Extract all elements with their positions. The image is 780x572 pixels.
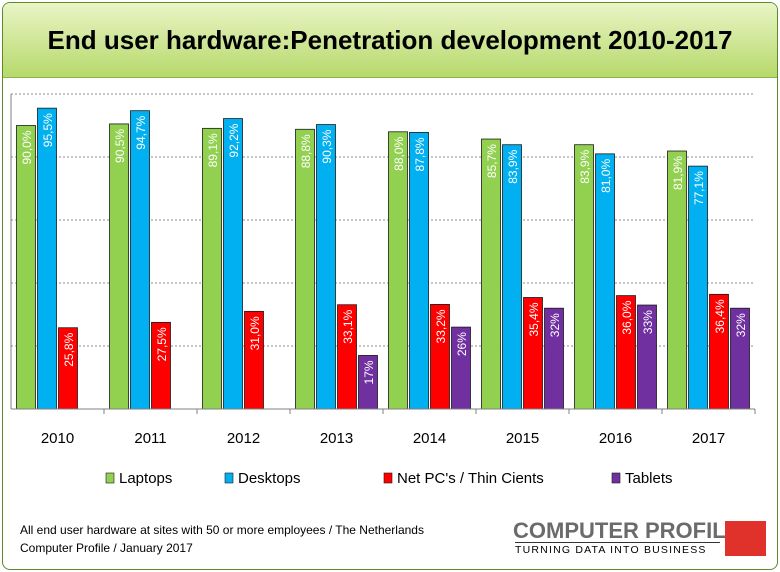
legend-swatch (383, 472, 393, 484)
bars (16, 107, 750, 410)
data-label: 25,8% (62, 332, 76, 366)
data-label: 81,9% (671, 156, 685, 190)
data-label: 32% (734, 313, 748, 337)
data-label: 27,5% (155, 327, 169, 361)
data-label: 33,1% (341, 309, 355, 343)
data-label: 33% (641, 310, 655, 334)
data-label: 26% (455, 332, 469, 356)
data-label: 83,9% (506, 149, 520, 183)
data-label: 31,0% (248, 316, 262, 350)
data-label: 87,8% (413, 137, 427, 171)
x-tick-label: 2016 (599, 430, 632, 447)
bar-desktops (409, 132, 429, 410)
brand-name: COMPUTER PROFILE (513, 518, 741, 543)
x-tick-label: 2012 (227, 430, 260, 447)
bar-laptops (16, 125, 36, 410)
footnote-line-1: All end user hardware at sites with 50 o… (20, 523, 424, 537)
bar-chart: 90,0% 95,5% 25,8% 90,5% 94,7% 27,5% 89,1% 92,2%… (10, 93, 756, 487)
x-axis: 2010 2011 2012 2013 2014 2015 2016 2017 (10, 94, 756, 447)
data-label: 92,2% (227, 123, 241, 157)
brand-logo-square (725, 521, 766, 556)
data-label: 77,1% (692, 171, 706, 205)
bar-desktops (130, 110, 150, 410)
bar-desktops (316, 124, 336, 410)
title-band: End user hardware:Penetration developmen… (3, 3, 777, 78)
data-label: 88,8% (299, 134, 313, 168)
bar-laptops (295, 128, 315, 410)
legend: Laptops Desktops Net PC's / Thin Cients Tab… (105, 470, 673, 487)
brand-tagline: TURNING DATA INTO BUSINESS (515, 544, 707, 556)
data-label: 90,5% (113, 129, 127, 163)
bar-laptops (481, 138, 501, 410)
data-label: 94,7% (134, 115, 148, 149)
legend-swatch (611, 472, 621, 484)
legend-swatch (224, 472, 234, 484)
data-label: 33,2% (434, 309, 448, 343)
x-tick-label: 2014 (413, 430, 446, 447)
x-tick-label: 2010 (41, 430, 74, 447)
data-label: 90,3% (320, 129, 334, 163)
data-label: 32% (548, 313, 562, 337)
data-label: 85,7% (485, 144, 499, 178)
x-tick-label: 2015 (506, 430, 539, 447)
bar-laptops (202, 127, 222, 410)
chart-title: End user hardware:Penetration developmen… (47, 25, 733, 55)
legend-label: Net PC's / Thin Cients (397, 470, 544, 487)
data-label: 17% (362, 360, 376, 384)
legend-swatch (105, 472, 115, 484)
legend-label: Laptops (119, 470, 172, 487)
data-label: 35,4% (527, 302, 541, 336)
data-label: 88,0% (392, 136, 406, 170)
data-label: 95,5% (41, 113, 55, 147)
data-label: 36,0% (620, 300, 634, 334)
bar-laptops (388, 131, 408, 410)
x-tick-label: 2017 (692, 430, 725, 447)
data-label: 89,1% (206, 133, 220, 167)
data-labels: 90,0% 95,5% 25,8% 90,5% 94,7% 27,5% 89,1% 92,2%… (20, 113, 748, 385)
bar-desktops (223, 118, 243, 410)
legend-label: Tablets (625, 470, 673, 487)
x-tick-label: 2013 (320, 430, 353, 447)
legend-label: Desktops (238, 470, 301, 487)
footnote-line-2: Computer Profile / January 2017 (20, 541, 193, 555)
x-tick-label: 2011 (134, 430, 166, 447)
brand-divider (515, 542, 720, 543)
data-label: 36,4% (713, 299, 727, 333)
data-label: 83,9% (578, 149, 592, 183)
bar-desktops (37, 107, 57, 410)
bar-laptops (109, 123, 129, 410)
data-label: 81,0% (599, 159, 613, 193)
data-label: 90,0% (20, 130, 34, 164)
